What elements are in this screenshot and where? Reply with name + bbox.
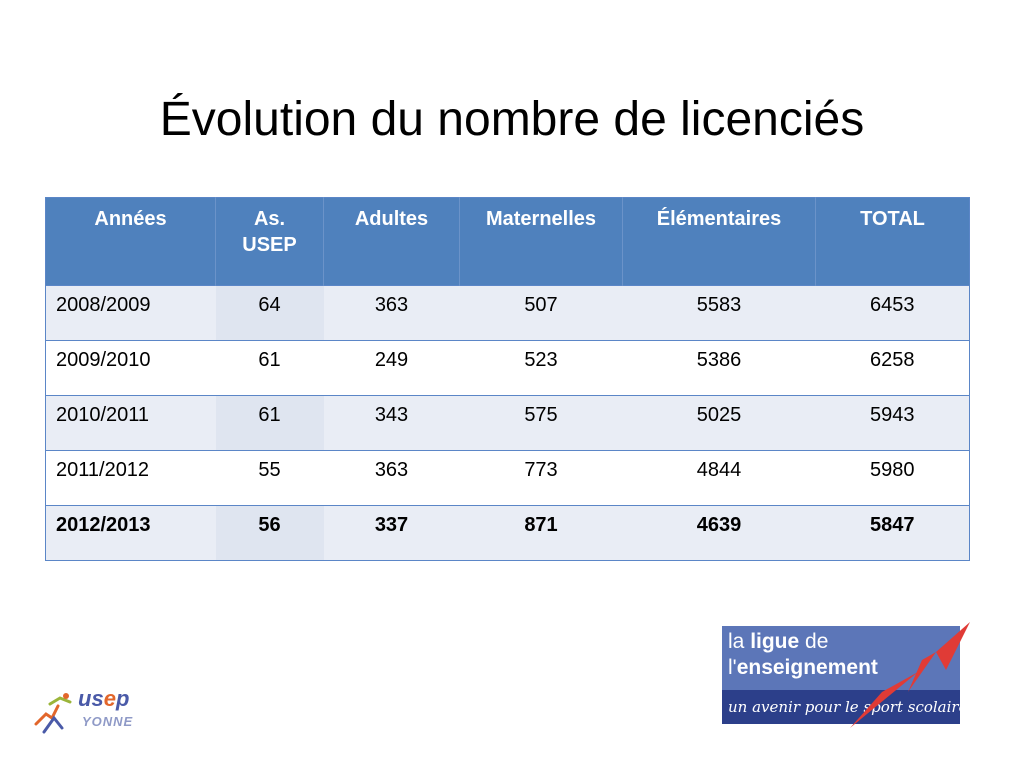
ligue-line2: l'enseignement [728, 656, 878, 680]
header-elementaires: Élémentaires [622, 197, 816, 286]
usep-brand-a: us [78, 686, 104, 711]
red-arrow-icon [850, 622, 970, 728]
usep-brand-b: p [115, 686, 130, 711]
cell-total: 6453 [815, 285, 970, 341]
ligue-line2-a: l' [728, 656, 737, 679]
cell-year: 2012/2013 [45, 505, 216, 561]
table-row: 2009/2010 61 249 523 5386 6258 [45, 340, 970, 396]
cell-as-usep: 61 [215, 340, 324, 396]
table-row: 2011/2012 55 363 773 4844 5980 [45, 450, 970, 506]
table-row: 2012/2013 56 337 871 4639 5847 [45, 505, 970, 561]
header-annees: Années [45, 197, 216, 286]
ligue-line1-a: la [728, 630, 751, 653]
ligue-line1: la ligue de [728, 630, 828, 654]
cell-total: 5943 [815, 395, 970, 451]
cell-maternelles: 773 [459, 450, 623, 506]
cell-as-usep: 55 [215, 450, 324, 506]
cell-year: 2011/2012 [45, 450, 216, 506]
slide-title: Évolution du nombre de licenciés [159, 93, 865, 146]
cell-total: 5847 [815, 505, 970, 561]
usep-brand-e: e [103, 686, 116, 711]
header-as-usep-line1: As. [253, 208, 286, 230]
cell-maternelles: 871 [459, 505, 623, 561]
header-as-usep: As. USEP [215, 197, 324, 286]
ligue-top-band: la ligue de l'enseignement [722, 626, 960, 690]
cell-total: 6258 [815, 340, 970, 396]
licencies-table: Années As. USEP Adultes Maternelles Élém… [45, 197, 970, 561]
header-as-usep-line2: USEP [242, 234, 297, 256]
cell-total: 5980 [815, 450, 970, 506]
ligue-line1-b: ligue [750, 630, 800, 653]
cell-elementaires: 4844 [622, 450, 816, 506]
cell-maternelles: 575 [459, 395, 623, 451]
cell-adultes: 249 [323, 340, 460, 396]
cell-adultes: 363 [323, 285, 460, 341]
cell-elementaires: 5025 [622, 395, 816, 451]
header-total: TOTAL [815, 197, 970, 286]
usep-runner-icon [34, 693, 72, 734]
ligue-enseignement-logo: la ligue de l'enseignement un avenir pou… [722, 626, 967, 724]
cell-maternelles: 507 [459, 285, 623, 341]
usep-subtitle: YONNE [82, 714, 134, 729]
ligue-line1-c: de [799, 630, 829, 653]
cell-adultes: 363 [323, 450, 460, 506]
table-row: 2010/2011 61 343 575 5025 5943 [45, 395, 970, 451]
cell-elementaires: 4639 [622, 505, 816, 561]
table-row: 2008/2009 64 363 507 5583 6453 [45, 285, 970, 341]
cell-as-usep: 56 [215, 505, 324, 561]
cell-maternelles: 523 [459, 340, 623, 396]
ligue-line2-b: enseignement [736, 656, 878, 679]
ligue-slogan: un avenir pour le sport scolaire [728, 698, 968, 716]
cell-adultes: 343 [323, 395, 460, 451]
cell-year: 2009/2010 [45, 340, 216, 396]
cell-adultes: 337 [323, 505, 460, 561]
table-header-row: Années As. USEP Adultes Maternelles Élém… [45, 197, 970, 286]
cell-as-usep: 61 [215, 395, 324, 451]
ligue-bottom-band: un avenir pour le sport scolaire [722, 690, 967, 724]
header-adultes: Adultes [323, 197, 460, 286]
cell-elementaires: 5386 [622, 340, 816, 396]
cell-elementaires: 5583 [622, 285, 816, 341]
header-maternelles: Maternelles [459, 197, 623, 286]
usep-brand-text: usep [78, 686, 129, 712]
cell-year: 2010/2011 [45, 395, 216, 451]
cell-year: 2008/2009 [45, 285, 216, 341]
cell-as-usep: 64 [215, 285, 324, 341]
